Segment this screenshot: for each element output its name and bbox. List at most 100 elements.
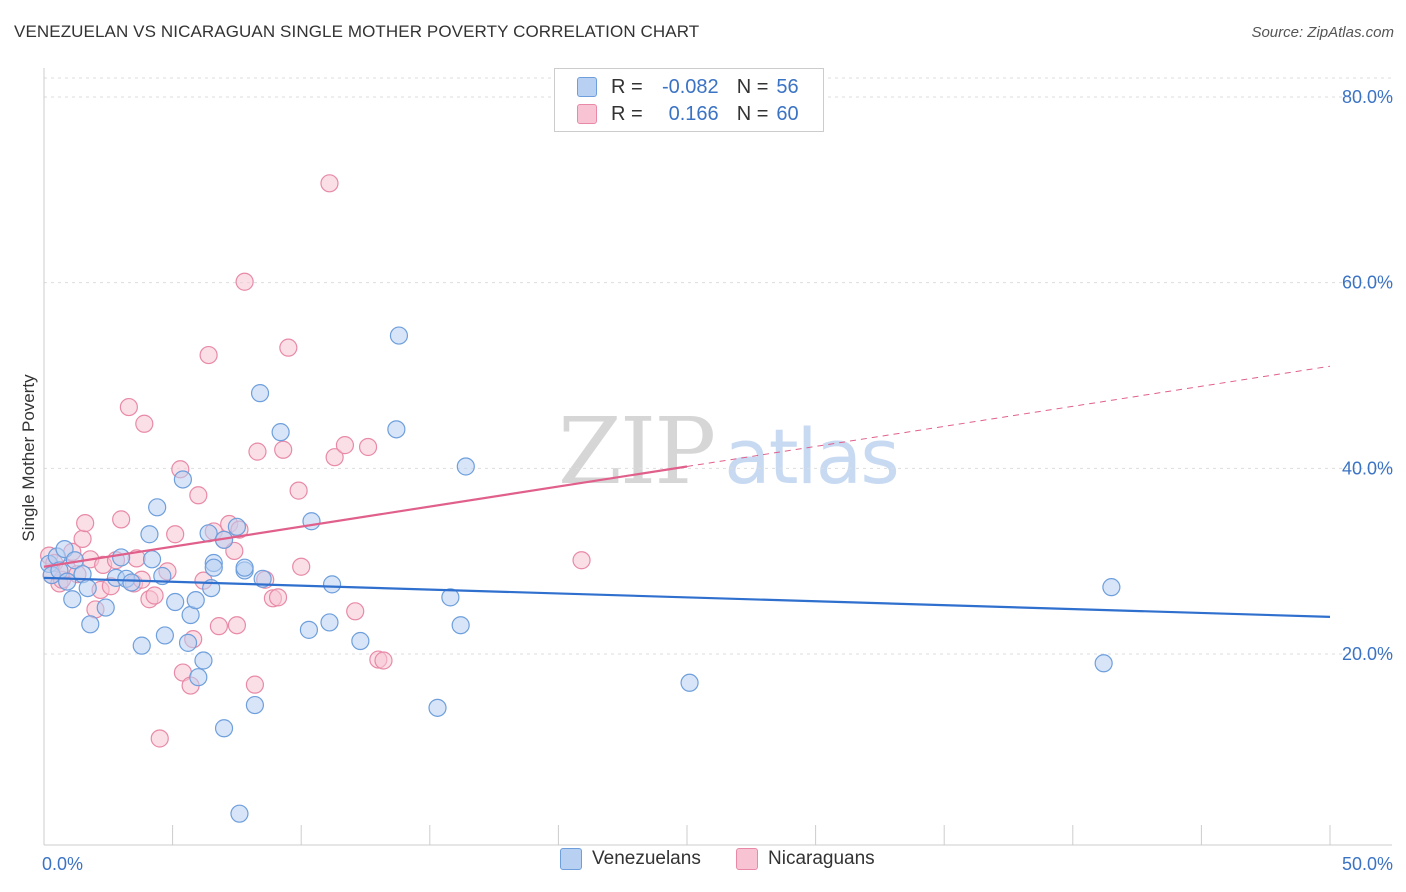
- nicaraguans-swatch: [577, 104, 597, 124]
- nicaraguan-point: [274, 440, 293, 459]
- nicaraguan-point: [209, 617, 228, 636]
- n-label: N =: [736, 102, 769, 125]
- legend-label-venezuelans: Venezuelans: [592, 848, 701, 869]
- nicaraguan-point: [374, 651, 393, 670]
- venezuelan-point: [112, 548, 131, 567]
- axes-layer: [43, 68, 1392, 846]
- venezuelan-point: [253, 569, 272, 588]
- nicaraguan-point: [320, 174, 339, 193]
- venezuelan-point: [456, 457, 475, 476]
- n-value: 60: [776, 102, 799, 125]
- y-tick-label: 80.0%: [1342, 87, 1393, 107]
- x-tick-label: 0.0%: [42, 854, 83, 874]
- y-axis-title: Single Mother Poverty: [19, 374, 38, 542]
- nicaraguans-legend-swatch: [736, 848, 758, 870]
- venezuelan-point: [155, 626, 174, 645]
- venezuelan-point: [387, 420, 406, 439]
- nicaraguan-point: [292, 557, 311, 576]
- nicaraguan-point: [346, 602, 365, 621]
- venezuelan-point: [320, 613, 339, 632]
- venezuelan-point: [63, 590, 82, 609]
- nicaraguan-point: [248, 442, 267, 461]
- venezuelan-point: [441, 588, 460, 607]
- nicaraguan-point: [112, 510, 131, 529]
- watermark-zip: ZIP: [558, 398, 716, 505]
- nicaraguan-point: [189, 486, 208, 505]
- venezuelan-point: [132, 636, 151, 655]
- nicaraguan-point: [150, 729, 169, 748]
- venezuelan-point: [142, 550, 162, 569]
- venezuelan-point: [214, 719, 234, 738]
- venezuelan-point: [96, 598, 115, 617]
- nicaraguan-point: [325, 448, 344, 467]
- venezuelan-point: [186, 591, 205, 610]
- n-label: N =: [736, 75, 769, 98]
- venezuelan-point: [322, 575, 342, 594]
- venezuelan-point: [189, 668, 208, 687]
- venezuelan-point: [271, 423, 290, 442]
- venezuelan-point: [389, 326, 409, 345]
- nicaraguan-point: [199, 345, 218, 365]
- venezuelan-point: [680, 673, 699, 692]
- nicaraguan-point: [245, 675, 265, 694]
- venezuelan-point: [235, 558, 254, 577]
- stats-row-venezuelans: R = -0.082 N = 56: [577, 74, 799, 100]
- venezuelan-point: [227, 517, 246, 536]
- chart-title: VENEZUELAN VS NICARAGUAN SINGLE MOTHER P…: [14, 22, 700, 41]
- trend-line-nicaraguans-extension: [686, 365, 1331, 467]
- venezuelans-swatch: [577, 77, 597, 97]
- nicaraguan-point: [135, 414, 154, 433]
- legend-item-venezuelans[interactable]: Venezuelans: [560, 848, 701, 870]
- nicaraguan-point: [145, 586, 164, 605]
- chart-source: Source: ZipAtlas.com: [1251, 24, 1394, 41]
- nicaraguan-point: [76, 514, 95, 533]
- venezuelan-point: [194, 651, 213, 670]
- nicaraguan-point: [225, 541, 244, 561]
- stats-row-nicaraguans: R = 0.166 N = 60: [577, 101, 799, 127]
- venezuelan-point: [1094, 654, 1113, 673]
- venezuelan-point: [204, 558, 223, 577]
- venezuelan-point: [351, 631, 370, 651]
- trend-line-nicaraguans: [43, 465, 688, 568]
- nicaraguan-point: [358, 437, 378, 457]
- venezuelan-point: [299, 620, 319, 639]
- venezuelan-point: [178, 633, 198, 652]
- nicaraguan-point: [235, 272, 254, 291]
- watermark: ZIP atlas: [558, 398, 900, 505]
- legend-label-nicaraguans: Nicaraguans: [768, 848, 875, 869]
- venezuelan-point: [140, 525, 159, 544]
- r-value: 0.166: [668, 102, 719, 125]
- venezuelan-point: [302, 512, 321, 531]
- y-tick-label: 40.0%: [1342, 458, 1393, 478]
- venezuelan-point: [148, 498, 167, 517]
- venezuelan-point: [1102, 578, 1121, 597]
- venezuelan-point: [58, 572, 77, 591]
- venezuelan-point: [81, 615, 100, 634]
- series-legend: Venezuelans Nicaraguans: [0, 848, 1406, 880]
- nicaraguan-point: [268, 588, 288, 607]
- trend-line-venezuelans: [43, 576, 1331, 618]
- nicaraguan-point: [335, 436, 355, 455]
- venezuelan-point: [166, 592, 185, 612]
- y-tick-label: 60.0%: [1342, 273, 1393, 293]
- y-tick-label: 20.0%: [1342, 644, 1393, 664]
- nicaraguan-point: [73, 529, 92, 548]
- nicaraguan-point: [289, 481, 308, 500]
- nicaraguan-point: [572, 551, 591, 570]
- trend-layer: [43, 365, 1331, 618]
- r-label: R =: [611, 102, 643, 125]
- venezuelan-point: [55, 539, 74, 559]
- legend-item-nicaraguans[interactable]: Nicaraguans: [736, 848, 875, 870]
- nicaraguan-point: [279, 338, 298, 357]
- venezuelan-point: [451, 616, 470, 635]
- nicaraguan-point: [119, 397, 138, 417]
- x-tick-label: 50.0%: [1342, 854, 1393, 874]
- stats-legend: R = -0.082 N = 56 R = 0.166 N = 60: [554, 68, 824, 132]
- labels-layer: 20.0% 40.0% 60.0% 80.0% 0.0% 50.0% Single Moth…: [19, 87, 1393, 874]
- r-value: -0.082: [661, 75, 719, 98]
- venezuelan-point: [122, 573, 141, 592]
- venezuelans-legend-swatch: [560, 848, 582, 870]
- venezuelan-point: [230, 804, 249, 823]
- nicaraguan-point: [227, 616, 246, 635]
